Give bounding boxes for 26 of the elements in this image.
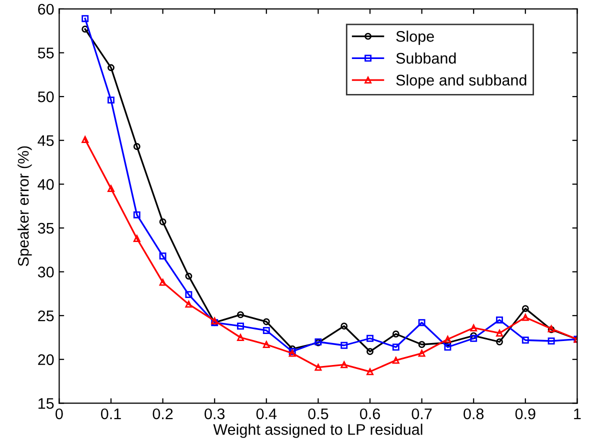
legend-label: Slope — [396, 30, 434, 45]
x-tick-label: 0.7 — [412, 408, 432, 420]
y-tick-label: 45 — [38, 135, 54, 146]
x-tick-label: 0.6 — [360, 408, 380, 420]
x-tick-label: 1 — [574, 408, 581, 420]
y-axis-title: Speaker error (%) — [18, 146, 32, 266]
y-tick-label: 60 — [38, 4, 54, 15]
y-tick-label: 25 — [38, 310, 54, 322]
x-tick-label: 0.9 — [515, 408, 536, 420]
y-tick-label: 50 — [38, 91, 54, 102]
x-tick-label: 0.8 — [464, 408, 484, 420]
y-tick-label: 40 — [38, 179, 54, 190]
x-tick-label: 0.5 — [308, 408, 328, 420]
x-tick-label: 0.2 — [152, 408, 173, 420]
y-tick-label: 35 — [38, 222, 54, 234]
legend-label: Subband — [396, 52, 456, 64]
y-tick-label: 20 — [38, 354, 54, 366]
x-tick-label: 0 — [56, 408, 63, 420]
legend-label: Slope and subband — [396, 74, 526, 89]
x-tick-label: 0.4 — [256, 408, 277, 420]
y-tick-label: 55 — [38, 48, 54, 58]
x-tick-label: 0.3 — [204, 408, 225, 420]
y-tick-label: 15 — [38, 398, 54, 409]
x-tick-label: 0.1 — [100, 408, 121, 420]
x-axis-title: Weight assigned to LP residual — [213, 424, 422, 438]
y-tick-label: 30 — [38, 266, 54, 278]
